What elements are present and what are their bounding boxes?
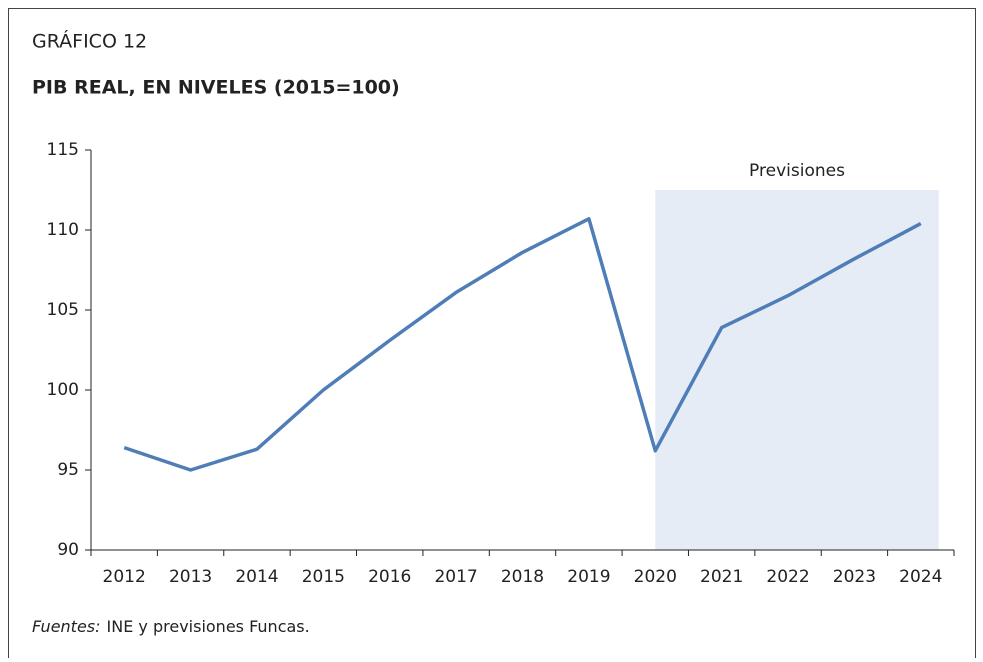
x-tick-label: 2014	[235, 567, 278, 587]
annotation: Previsiones	[749, 161, 845, 181]
source-label: Fuentes:	[32, 617, 101, 636]
forecast-region	[655, 190, 939, 550]
y-tick-label: 110	[47, 220, 79, 240]
frame	[8, 8, 976, 658]
source: Fuentes: INE y previsiones Funcas.	[32, 617, 310, 636]
y-tick-label: 100	[47, 380, 79, 400]
chart-label: GRÁFICO 12	[32, 30, 147, 53]
x-tick-label: 2012	[103, 567, 146, 587]
y-tick-label: 105	[47, 300, 79, 320]
x-tick-label: 2022	[766, 567, 809, 587]
x-tick-label: 2016	[368, 567, 411, 587]
x-tick-label: 2019	[567, 567, 610, 587]
x-tick-label: 2018	[501, 567, 544, 587]
line-series	[123, 217, 922, 472]
source-text: INE y previsiones Funcas.	[107, 617, 310, 636]
y-tick-label: 95	[57, 460, 79, 480]
x-tick-label: 2021	[700, 567, 743, 587]
x-tick-label: 2020	[634, 567, 677, 587]
chart-title: PIB REAL, EN NIVELES (2015=100)	[32, 77, 400, 99]
x-tick-label: 2024	[899, 567, 942, 587]
y-tick-label: 90	[57, 540, 79, 560]
y-tick-label: 115	[47, 140, 79, 160]
x-tick-label: 2013	[169, 567, 212, 587]
x-tick-label: 2023	[833, 567, 876, 587]
x-tick-label: 2015	[302, 567, 345, 587]
x-tick-label: 2017	[434, 567, 477, 587]
